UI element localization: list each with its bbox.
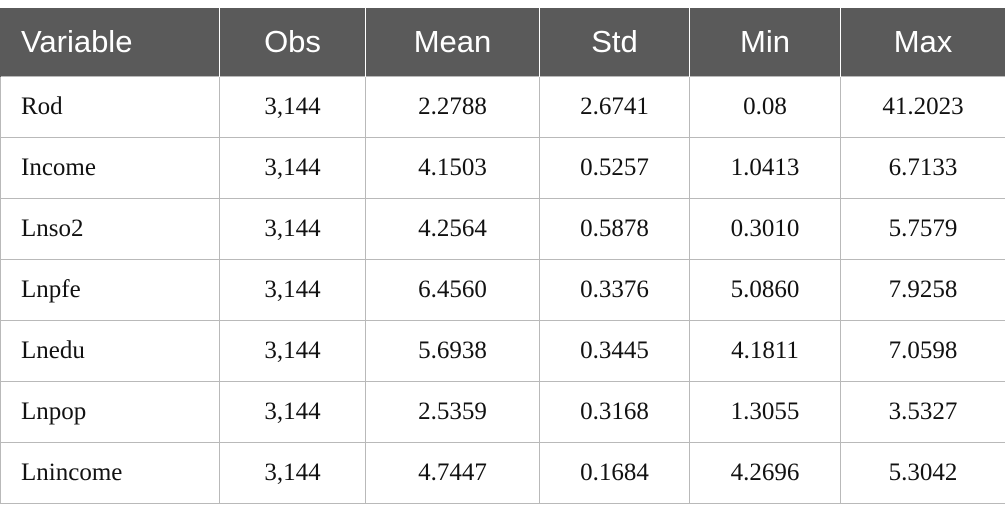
table-body: Rod 3,144 2.2788 2.6741 0.08 41.2023 Inc… <box>0 76 1005 504</box>
cell-variable: Lnso2 <box>0 198 220 260</box>
cell-max: 6.7133 <box>840 137 1005 199</box>
column-header-max: Max <box>840 8 1005 77</box>
cell-mean: 4.7447 <box>365 442 540 504</box>
cell-min: 1.0413 <box>689 137 841 199</box>
cell-std: 0.3445 <box>539 320 690 382</box>
cell-mean: 5.6938 <box>365 320 540 382</box>
table-row: Lnso2 3,144 4.2564 0.5878 0.3010 5.7579 <box>0 198 1005 260</box>
cell-std: 0.3376 <box>539 259 690 321</box>
cell-max: 5.7579 <box>840 198 1005 260</box>
cell-max: 5.3042 <box>840 442 1005 504</box>
cell-obs: 3,144 <box>219 137 366 199</box>
cell-variable: Lnpop <box>0 381 220 443</box>
cell-obs: 3,144 <box>219 198 366 260</box>
header-row: Variable Obs Mean Std Min Max <box>0 8 1005 77</box>
cell-max: 41.2023 <box>840 76 1005 138</box>
cell-variable: Lnedu <box>0 320 220 382</box>
column-header-std: Std <box>539 8 690 77</box>
cell-variable: Lnpfe <box>0 259 220 321</box>
column-header-variable: Variable <box>0 8 220 77</box>
table-row: Rod 3,144 2.2788 2.6741 0.08 41.2023 <box>0 76 1005 138</box>
cell-min: 0.3010 <box>689 198 841 260</box>
table-row: Lnpop 3,144 2.5359 0.3168 1.3055 3.5327 <box>0 381 1005 443</box>
cell-max: 7.9258 <box>840 259 1005 321</box>
cell-std: 2.6741 <box>539 76 690 138</box>
cell-min: 0.08 <box>689 76 841 138</box>
cell-std: 0.3168 <box>539 381 690 443</box>
cell-variable: Income <box>0 137 220 199</box>
cell-min: 4.1811 <box>689 320 841 382</box>
cell-max: 7.0598 <box>840 320 1005 382</box>
cell-obs: 3,144 <box>219 442 366 504</box>
cell-mean: 2.2788 <box>365 76 540 138</box>
table-row: Income 3,144 4.1503 0.5257 1.0413 6.7133 <box>0 137 1005 199</box>
cell-mean: 4.2564 <box>365 198 540 260</box>
cell-std: 0.5257 <box>539 137 690 199</box>
cell-mean: 2.5359 <box>365 381 540 443</box>
cell-min: 1.3055 <box>689 381 841 443</box>
table-row: Lnpfe 3,144 6.4560 0.3376 5.0860 7.9258 <box>0 259 1005 321</box>
cell-variable: Lnincome <box>0 442 220 504</box>
cell-obs: 3,144 <box>219 259 366 321</box>
cell-min: 5.0860 <box>689 259 841 321</box>
column-header-min: Min <box>689 8 841 77</box>
cell-obs: 3,144 <box>219 76 366 138</box>
cell-obs: 3,144 <box>219 320 366 382</box>
cell-variable: Rod <box>0 76 220 138</box>
table-row: Lnedu 3,144 5.6938 0.3445 4.1811 7.0598 <box>0 320 1005 382</box>
cell-mean: 4.1503 <box>365 137 540 199</box>
cell-obs: 3,144 <box>219 381 366 443</box>
cell-min: 4.2696 <box>689 442 841 504</box>
cell-mean: 6.4560 <box>365 259 540 321</box>
column-header-mean: Mean <box>365 8 540 77</box>
table-header: Variable Obs Mean Std Min Max <box>0 8 1005 77</box>
descriptive-statistics-table: Variable Obs Mean Std Min Max Rod 3,144 … <box>0 8 1005 504</box>
column-header-obs: Obs <box>219 8 366 77</box>
cell-max: 3.5327 <box>840 381 1005 443</box>
cell-std: 0.1684 <box>539 442 690 504</box>
cell-std: 0.5878 <box>539 198 690 260</box>
table-row: Lnincome 3,144 4.7447 0.1684 4.2696 5.30… <box>0 442 1005 504</box>
